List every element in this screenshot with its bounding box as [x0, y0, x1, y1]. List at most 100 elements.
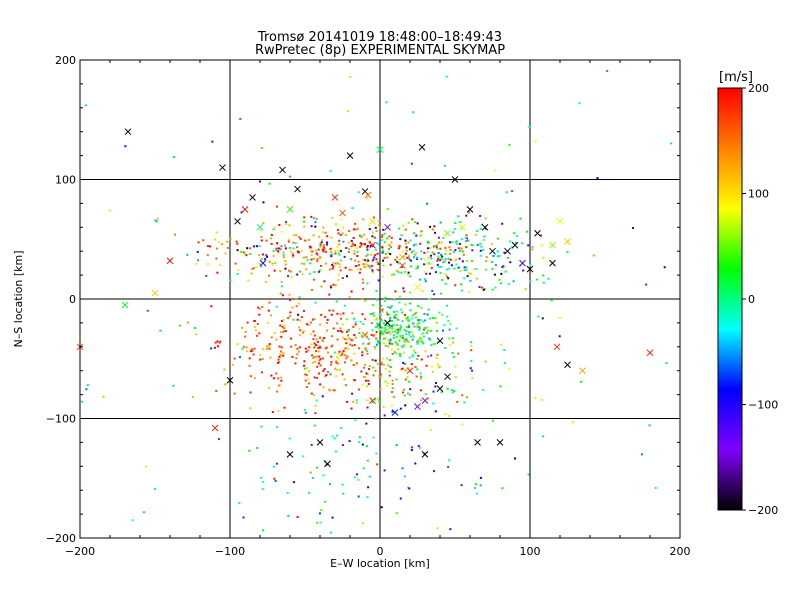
data-point-dot: [253, 325, 256, 328]
data-point-dot: [377, 327, 380, 330]
data-point-dot: [319, 337, 322, 340]
data-point-dot: [249, 407, 252, 410]
data-point-dot: [291, 306, 294, 309]
data-point-dot: [388, 342, 391, 345]
data-point-dot: [366, 253, 369, 256]
data-point-dot: [448, 337, 451, 340]
data-point-dot: [524, 288, 527, 291]
data-point-dot: [429, 329, 432, 332]
data-point-dot: [393, 310, 396, 313]
data-point-dot: [399, 407, 402, 410]
data-point-dot: [403, 340, 406, 343]
data-point-dot: [430, 257, 433, 260]
data-point-dot: [438, 311, 441, 314]
data-point-dot: [408, 258, 411, 261]
data-point-dot: [462, 253, 465, 256]
data-point-dot: [219, 340, 222, 343]
data-point-dot: [414, 253, 417, 256]
data-point-dot: [436, 263, 439, 266]
data-point-dot: [205, 274, 208, 277]
data-point-dot: [466, 259, 469, 262]
data-point-dot: [253, 245, 256, 248]
data-point-dot: [333, 437, 336, 440]
data-point-dot: [380, 331, 383, 334]
data-point-dot: [427, 298, 430, 301]
data-point-dot: [437, 255, 440, 258]
data-point-dot: [399, 325, 402, 328]
data-point-dot: [455, 242, 458, 245]
data-point-dot: [416, 258, 419, 261]
data-point-dot: [437, 242, 440, 245]
data-point-dot: [156, 220, 159, 223]
data-point-dot: [526, 230, 529, 233]
data-point-dot: [357, 495, 360, 498]
data-point-dot: [336, 434, 339, 437]
data-point-dot: [376, 242, 379, 245]
data-point-dot: [280, 350, 283, 353]
colorbar-tick-label: −200: [748, 504, 778, 517]
data-point-dot: [455, 240, 458, 243]
data-point-dot: [378, 339, 381, 342]
data-point-dot: [423, 263, 426, 266]
data-point-dot: [366, 496, 369, 499]
data-point-dot: [433, 293, 436, 296]
data-point-dot: [401, 311, 404, 314]
data-point-dot: [442, 261, 445, 264]
data-point-dot: [654, 487, 657, 490]
data-point-dot: [503, 265, 506, 268]
data-point-dot: [355, 362, 358, 365]
data-point-dot: [522, 269, 525, 272]
data-point-dot: [329, 531, 332, 534]
data-point-dot: [405, 248, 408, 251]
data-point-dot: [432, 390, 435, 393]
data-point-dot: [296, 353, 299, 356]
data-point-dot: [288, 437, 291, 440]
data-point-dot: [411, 314, 414, 317]
data-point-dot: [410, 345, 413, 348]
data-point-dot: [363, 265, 366, 268]
data-point-dot: [276, 205, 279, 208]
data-point-dot: [333, 351, 336, 354]
data-point-dot: [353, 244, 356, 247]
y-tick-label: −100: [46, 413, 76, 426]
data-point-dot: [391, 274, 394, 277]
data-point-dot: [224, 252, 227, 255]
data-point-x: [124, 128, 132, 136]
data-point-dot: [371, 313, 374, 316]
data-point-dot: [262, 201, 265, 204]
data-point-dot: [357, 191, 360, 194]
data-point-dot: [326, 243, 329, 246]
data-point-dot: [426, 329, 429, 332]
data-point-dot: [405, 246, 408, 249]
data-point-dot: [301, 272, 304, 275]
data-point-dot: [258, 254, 261, 257]
data-point-dot: [368, 266, 371, 269]
data-point-dot: [315, 252, 318, 255]
data-point-dot: [341, 323, 344, 326]
data-point-dot: [419, 337, 422, 340]
data-point-dot: [280, 379, 283, 382]
data-point-dot: [359, 320, 362, 323]
data-point-dot: [440, 241, 443, 244]
data-point-dot: [498, 254, 501, 257]
data-point-dot: [359, 235, 362, 238]
data-point-dot: [443, 164, 446, 167]
data-point-dot: [419, 242, 422, 245]
data-point-dot: [289, 175, 292, 178]
data-point-dot: [409, 291, 412, 294]
data-point-dot: [226, 246, 229, 249]
data-point-dot: [345, 247, 348, 250]
data-point-dot: [364, 259, 367, 262]
data-point-dot: [411, 317, 414, 320]
data-point-dot: [317, 248, 320, 251]
data-point-dot: [391, 410, 394, 413]
data-point-dot: [446, 268, 449, 271]
data-point-dot: [358, 331, 361, 334]
data-point-dot: [376, 252, 379, 255]
data-point-dot: [426, 326, 429, 329]
data-point-dot: [288, 293, 291, 296]
data-point-dot: [395, 335, 398, 338]
data-point-dot: [108, 209, 111, 212]
data-point-dot: [550, 299, 553, 302]
data-point-dot: [336, 246, 339, 249]
